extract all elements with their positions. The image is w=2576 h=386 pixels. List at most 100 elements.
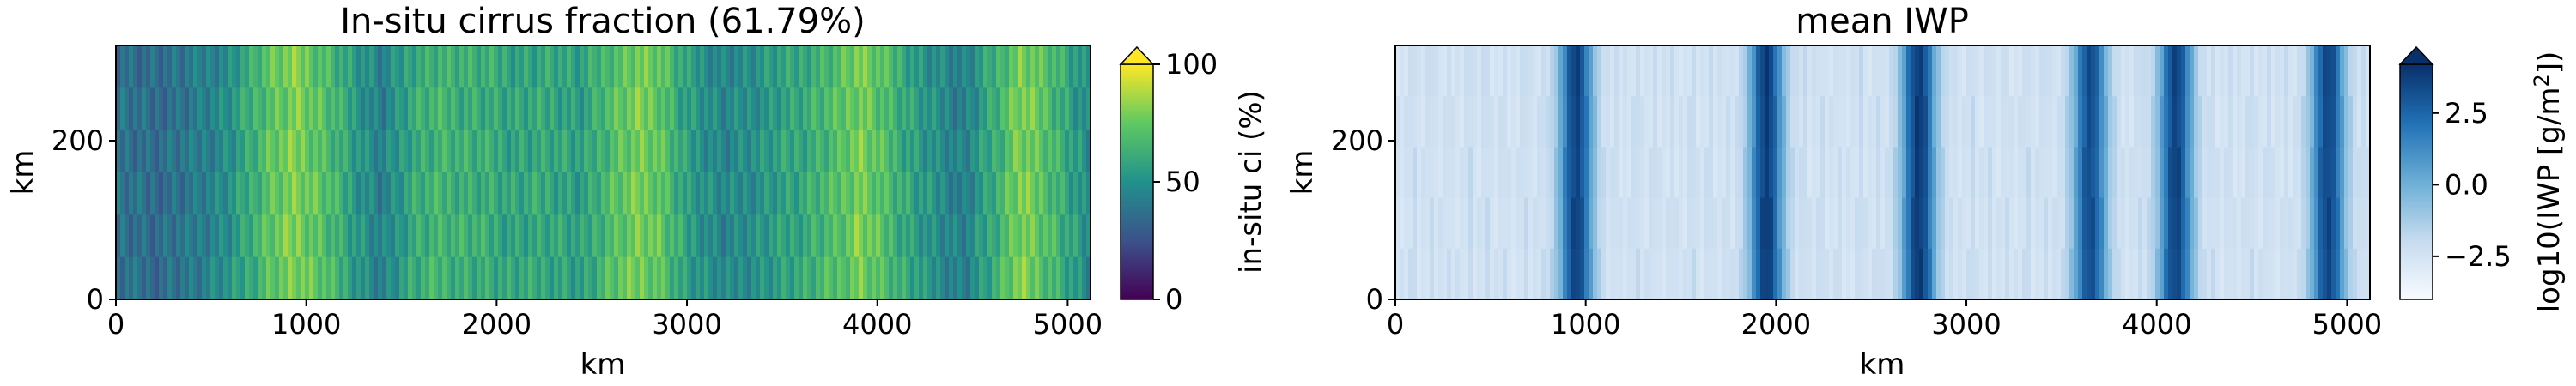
left-heatmap-cell	[777, 214, 782, 258]
right-heatmap-cell	[2327, 197, 2332, 250]
left-heatmap-cell	[395, 214, 400, 258]
left-heatmap-cell	[992, 130, 997, 173]
right-heatmap-cell	[1627, 197, 1632, 250]
right-heatmap-cell	[2057, 96, 2062, 148]
right-heatmap-cell	[2091, 45, 2096, 97]
right-heatmap-cell	[2160, 248, 2165, 299]
left-heatmap-cell	[1039, 172, 1044, 216]
left-heatmap-cell	[502, 45, 507, 89]
left-heatmap-cell	[764, 130, 769, 173]
right-heatmap-cell	[1481, 248, 1486, 299]
right-heatmap-cell	[1722, 96, 1727, 148]
left-heatmap-cell	[957, 45, 963, 89]
left-heatmap-cell	[554, 172, 559, 216]
right-heatmap-cell	[1662, 45, 1667, 97]
right-heatmap-cell	[1717, 96, 1722, 148]
left-heatmap-cell	[507, 256, 512, 299]
left-heatmap-cell	[575, 172, 580, 216]
left-heatmap-cell	[1048, 87, 1053, 131]
right-heatmap-cell	[1644, 197, 1649, 250]
left-heatmap-cell	[743, 130, 748, 173]
right-heatmap-cell	[1889, 45, 1894, 97]
right-heatmap-cell	[1979, 147, 1984, 199]
right-heatmap-cell	[1880, 248, 1886, 299]
right-heatmap-cell	[1610, 96, 1615, 148]
left-heatmap-cell	[863, 87, 868, 131]
right-heatmap-cell	[1760, 96, 1765, 148]
left-heatmap-cell	[627, 130, 632, 173]
right-heatmap-cell	[1941, 248, 1946, 299]
right-heatmap-cell	[2353, 197, 2358, 250]
left-heatmap-cell	[395, 87, 400, 131]
right-heatmap-cell	[2172, 147, 2178, 199]
left-heatmap-cell	[618, 214, 623, 258]
right-heatmap-cell	[1563, 96, 1568, 148]
right-heatmap-cell	[1571, 45, 1577, 97]
right-heatmap-cell	[1597, 197, 1602, 250]
right-heatmap-cell	[2280, 147, 2285, 199]
right-heatmap-cell	[1958, 248, 1963, 299]
right-heatmap-cell	[2001, 45, 2006, 97]
right-heatmap-cell	[2091, 96, 2096, 148]
left-heatmap-cell	[773, 256, 778, 299]
right-heatmap-cell	[1687, 45, 1692, 97]
right-heatmap-cell	[1807, 45, 1813, 97]
left-heatmap-cell	[541, 256, 546, 299]
left-heatmap-cell	[339, 172, 344, 216]
right-heatmap-cell	[1812, 197, 1817, 250]
left-heatmap-cell	[129, 87, 134, 131]
right-heatmap-cell	[1434, 45, 1439, 97]
left-heatmap-cell	[515, 45, 520, 89]
left-heatmap-cell	[601, 87, 606, 131]
left-heatmap-cell	[588, 130, 593, 173]
right-heatmap-cell	[1696, 45, 1701, 97]
left-heatmap-cell	[786, 130, 791, 173]
left-heatmap-cell	[215, 130, 220, 173]
left-heatmap-cell	[125, 256, 130, 299]
left-heatmap-cell	[541, 214, 546, 258]
right-heatmap-cell	[1490, 45, 1495, 97]
right-heatmap-cell	[1631, 96, 1637, 148]
left-heatmap-cell	[837, 45, 842, 89]
left-heatmap-cell	[1048, 45, 1053, 89]
left-heatmap-cell	[120, 130, 125, 173]
left-heatmap-cell	[210, 45, 216, 89]
right-heatmap-cell	[2340, 96, 2345, 148]
right-heatmap-cell	[1679, 96, 1684, 148]
left-heatmap-cell	[258, 45, 263, 89]
right-heatmap-cell	[2288, 45, 2293, 97]
right-heatmap-cell	[1567, 197, 1572, 250]
right-heatmap-cell	[1902, 96, 1907, 148]
left-heatmap-cell	[150, 172, 155, 216]
right-heatmap-cell	[1649, 248, 1654, 299]
right-heatmap-cell	[2267, 197, 2272, 250]
left-heatmap-cell	[142, 130, 147, 173]
right-heatmap-cell	[2297, 96, 2302, 148]
left-heatmap-cell	[421, 130, 426, 173]
right-heatmap-cell	[2323, 147, 2328, 199]
left-heatmap-cell	[481, 256, 486, 299]
right-heatmap-cell	[2044, 96, 2049, 148]
right-heatmap-cell	[2031, 197, 2036, 250]
left-heatmap-cell	[472, 172, 477, 216]
right-heatmap-cell	[2099, 248, 2105, 299]
left-heatmap-cell	[700, 172, 705, 216]
left-heatmap-cell	[116, 130, 121, 173]
right-heatmap-cell	[2288, 96, 2293, 148]
left-heatmap-cell	[816, 172, 821, 216]
right-heatmap-cell	[1807, 147, 1813, 199]
right-heatmap-cell	[1584, 147, 1589, 199]
right-heatmap-cell	[2177, 147, 2182, 199]
right-heatmap-cell	[1640, 147, 1645, 199]
left-heatmap-cell	[567, 256, 572, 299]
right-heatmap-cell	[1777, 96, 1783, 148]
right-heatmap-cell	[2164, 147, 2169, 199]
left-heatmap-cell	[623, 87, 628, 131]
right-heatmap-cell	[2074, 147, 2079, 199]
left-heatmap-cell	[292, 45, 297, 89]
left-heatmap-cell	[713, 214, 718, 258]
left-heatmap-cell	[859, 214, 864, 258]
left-heatmap-cell	[429, 214, 434, 258]
left-heatmap-cell	[846, 172, 851, 216]
right-heatmap-cell	[1932, 147, 1937, 199]
